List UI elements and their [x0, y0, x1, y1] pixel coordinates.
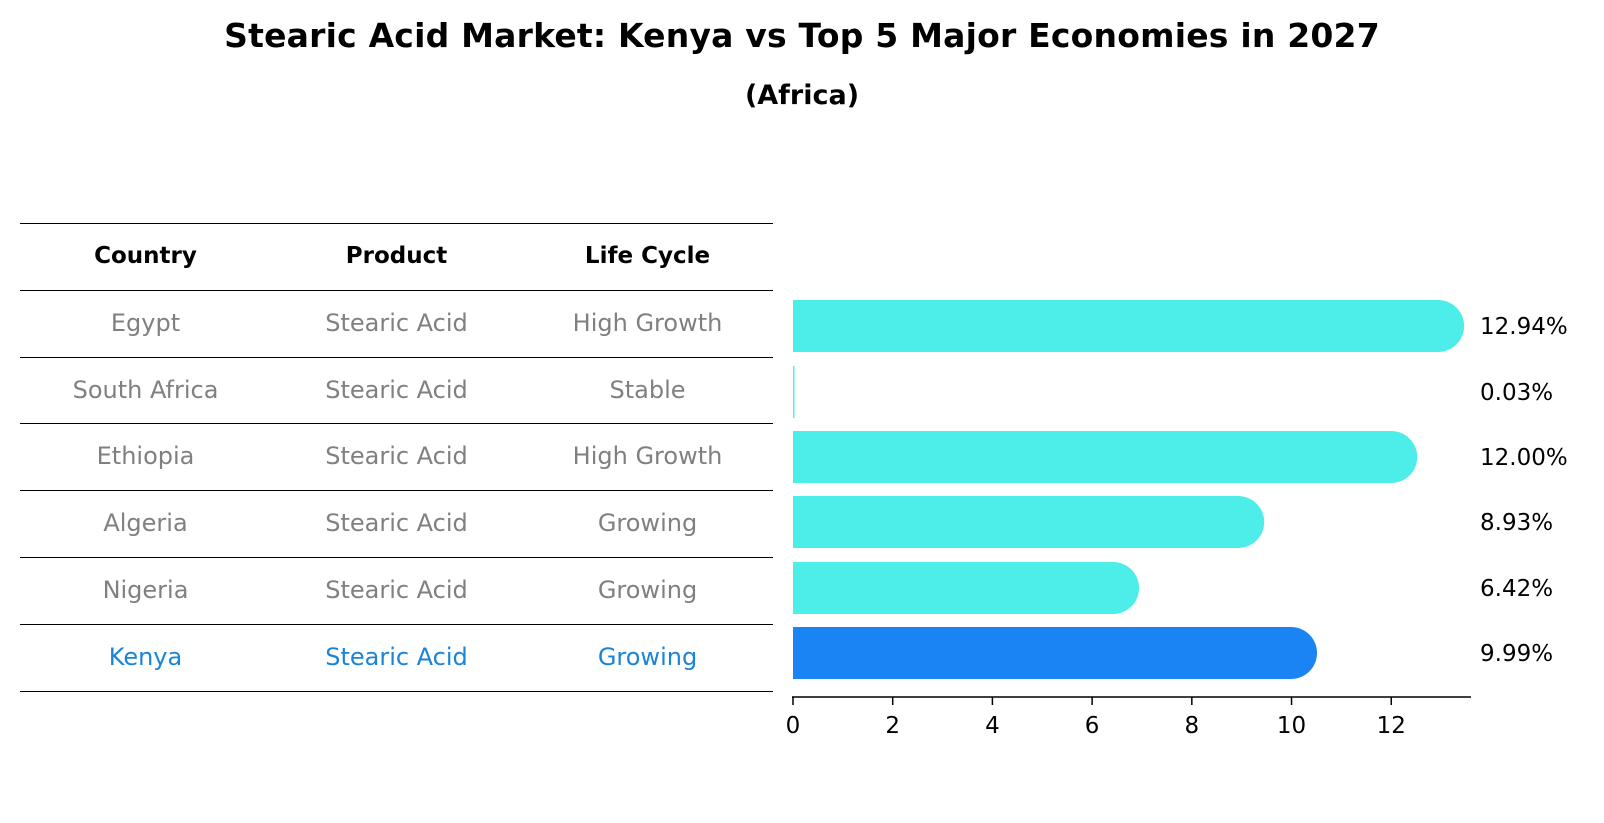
table-cell: Stearic Acid	[325, 509, 468, 537]
table-cell: Algeria	[103, 509, 188, 537]
table-cell: Stearic Acid	[325, 643, 468, 671]
table-header-cell: Product	[345, 243, 448, 269]
table-cell: Ethiopia	[96, 442, 195, 470]
chart-subtitle: (Africa)	[744, 80, 860, 111]
table-cell: South Africa	[72, 376, 219, 404]
x-tick-label: 2	[885, 713, 900, 739]
table-rule	[20, 490, 773, 491]
x-tick-label: 4	[985, 713, 1000, 739]
table-cell: Growing	[597, 576, 698, 604]
table-cell: Stearic Acid	[325, 576, 468, 604]
table-header-cell: Life Cycle	[584, 243, 711, 269]
table-header-cell: Country	[94, 243, 197, 269]
bar-nigeria	[793, 562, 1140, 614]
table-cell: Nigeria	[102, 576, 189, 604]
table-rule	[20, 624, 773, 625]
table-rule	[20, 557, 773, 558]
table-cell: High Growth	[572, 309, 723, 337]
x-tick-label: 12	[1377, 713, 1406, 739]
bar-body	[793, 366, 795, 418]
x-tick-label: 10	[1277, 713, 1306, 739]
bar-egypt	[793, 300, 1465, 352]
table-cell: Growing	[597, 643, 698, 671]
table-rule	[20, 423, 773, 424]
bar-body	[793, 300, 1465, 352]
table-cell: Stable	[609, 376, 686, 404]
bar-value-label: 0.03%	[1480, 380, 1553, 406]
table-rule	[20, 691, 773, 692]
table-cell: Stearic Acid	[325, 442, 468, 470]
table-cell: Stearic Acid	[325, 309, 468, 337]
bar-value-label: 9.99%	[1480, 641, 1553, 667]
x-tick-label: 6	[1085, 713, 1100, 739]
bar-value-label: 8.93%	[1480, 510, 1553, 536]
bar-value-label: 6.42%	[1480, 576, 1553, 602]
x-tick-label: 8	[1185, 713, 1200, 739]
table-cell: Stearic Acid	[325, 376, 468, 404]
table-rule	[20, 223, 773, 224]
table-cell: High Growth	[572, 442, 723, 470]
bar-ethiopia	[793, 431, 1418, 483]
chart-title: Stearic Acid Market: Kenya vs Top 5 Majo…	[224, 16, 1380, 55]
bar-value-label: 12.94%	[1480, 314, 1568, 340]
table-rule	[20, 290, 773, 291]
bar-value-label: 12.00%	[1480, 445, 1568, 471]
bar-kenya	[793, 627, 1318, 679]
bar-body	[793, 431, 1418, 483]
bar-body	[793, 627, 1318, 679]
table-cell: Growing	[597, 509, 698, 537]
table-cell: Egypt	[110, 309, 181, 337]
x-tick-label: 0	[786, 713, 801, 739]
bar-south-africa	[793, 366, 795, 418]
bar-body	[793, 496, 1265, 548]
table-cell: Kenya	[108, 643, 183, 671]
bar-algeria	[793, 496, 1265, 548]
bar-body	[793, 562, 1140, 614]
table-rule	[20, 357, 773, 358]
